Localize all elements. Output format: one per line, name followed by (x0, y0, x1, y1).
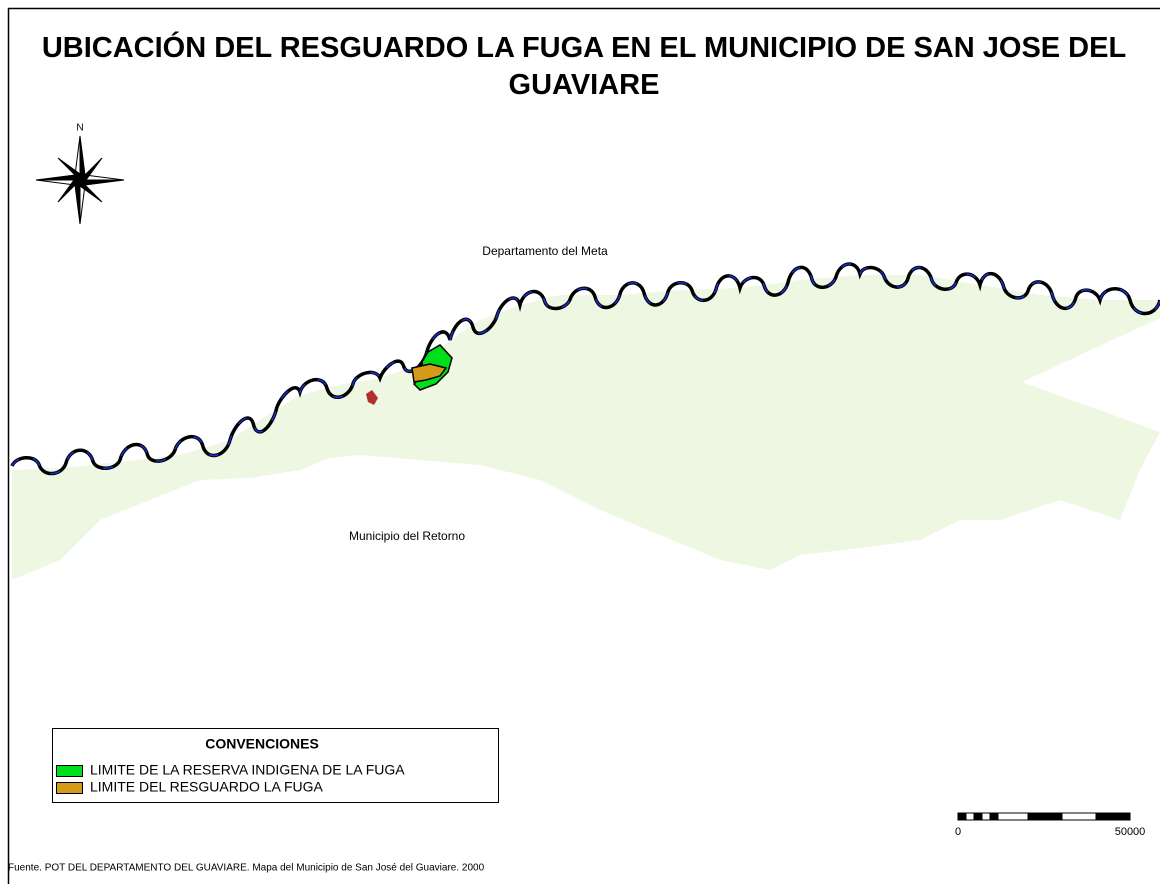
legend-box (52, 728, 499, 803)
region-label: Departamento del Meta (482, 244, 608, 258)
town-marker (366, 390, 378, 405)
region-label: Municipio del Retorno (349, 529, 465, 543)
map-title: UBICACIÓN DEL RESGUARDO LA FUGA EN EL MU… (41, 32, 1127, 101)
scale-bar (957, 812, 1131, 821)
scale-label: 50000 (1115, 826, 1146, 838)
north-label: N (76, 123, 83, 134)
legend-swatch (56, 765, 83, 777)
legend-label: LIMITE DE LA RESERVA INDIGENA DE LA FUGA (90, 762, 405, 778)
municipality-area (12, 275, 1160, 580)
source-note: Fuente. POT DEL DEPARTAMENTO DEL GUAVIAR… (8, 863, 485, 874)
compass-rose (35, 135, 125, 225)
legend-swatch (56, 782, 83, 794)
resguardo-boundary (411, 363, 448, 383)
scale-label: 0 (955, 826, 961, 838)
legend-title: CONVENCIONES (205, 736, 319, 752)
river (10, 262, 1160, 476)
legend-label: LIMITE DEL RESGUARDO LA FUGA (90, 779, 324, 795)
legend-items: LIMITE DE LA RESERVA INDIGENA DE LA FUGA… (56, 762, 405, 795)
